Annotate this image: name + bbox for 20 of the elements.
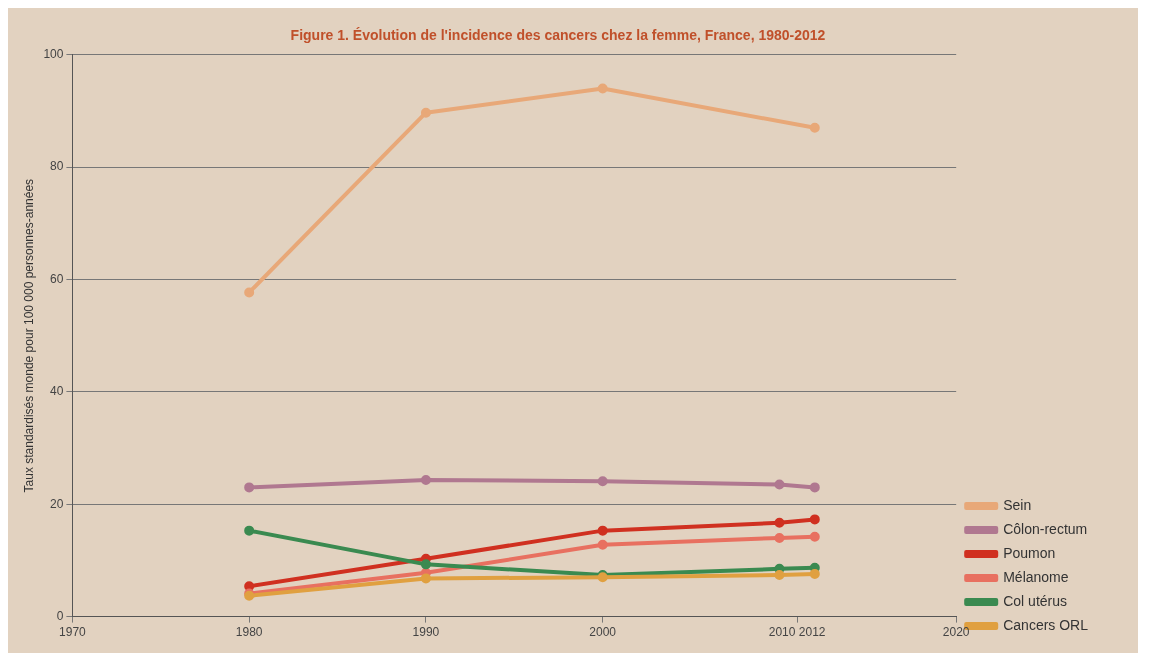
legend-label: Sein bbox=[1003, 496, 1032, 513]
y-tick-label: 80 bbox=[50, 159, 64, 174]
y-tick-label: 60 bbox=[50, 271, 64, 286]
x-tick-label: 1990 bbox=[412, 625, 440, 640]
legend-label: Mélanome bbox=[1003, 568, 1069, 585]
x-tick-label: 2020 bbox=[942, 625, 970, 640]
y-tick-label: 0 bbox=[56, 608, 64, 623]
x-tick-label: 2000 bbox=[589, 625, 617, 640]
x-tick-label: 1970 bbox=[59, 625, 87, 640]
legend-label: Cancers ORL bbox=[1003, 616, 1089, 633]
y-tick-label: 20 bbox=[50, 496, 64, 511]
x-tick-label: 1980 bbox=[235, 625, 263, 640]
legend-label: Côlon-rectum bbox=[1003, 520, 1088, 537]
y-axis-title: Taux standardisés monde pour 100 000 personnes-années bbox=[21, 178, 36, 493]
legend-label: Poumon bbox=[1003, 544, 1056, 561]
y-tick-label: 100 bbox=[43, 47, 64, 62]
x-tick-label: 2010 2012 bbox=[768, 625, 826, 640]
legend-label: Col utérus bbox=[1003, 592, 1068, 609]
y-tick-label: 40 bbox=[50, 384, 64, 399]
chart-title: Figure 1. Évolution de l'incidence des cancers chez la femme, France, 1980-2012 bbox=[290, 27, 826, 44]
